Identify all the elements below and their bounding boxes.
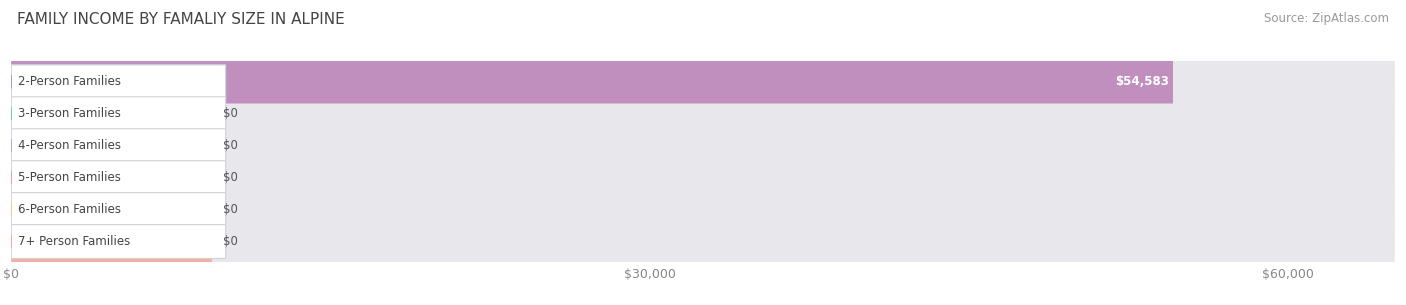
Text: 7+ Person Families: 7+ Person Families <box>18 235 131 248</box>
FancyBboxPatch shape <box>11 124 212 167</box>
Text: Source: ZipAtlas.com: Source: ZipAtlas.com <box>1264 12 1389 25</box>
Text: 2-Person Families: 2-Person Families <box>18 75 121 88</box>
FancyBboxPatch shape <box>11 161 226 195</box>
FancyBboxPatch shape <box>11 65 226 99</box>
FancyBboxPatch shape <box>11 129 226 163</box>
Text: 4-Person Families: 4-Person Families <box>18 139 121 152</box>
FancyBboxPatch shape <box>11 124 1395 167</box>
FancyBboxPatch shape <box>11 188 212 231</box>
FancyBboxPatch shape <box>11 92 212 135</box>
Text: $0: $0 <box>224 171 238 184</box>
FancyBboxPatch shape <box>11 224 226 258</box>
Text: 3-Person Families: 3-Person Families <box>18 107 121 120</box>
FancyBboxPatch shape <box>11 60 1395 103</box>
FancyBboxPatch shape <box>11 60 1173 103</box>
Text: 6-Person Families: 6-Person Families <box>18 203 121 216</box>
Text: 5-Person Families: 5-Person Families <box>18 171 121 184</box>
FancyBboxPatch shape <box>11 156 1395 199</box>
FancyBboxPatch shape <box>11 193 226 227</box>
FancyBboxPatch shape <box>11 188 1395 231</box>
Text: $0: $0 <box>224 235 238 248</box>
FancyBboxPatch shape <box>11 97 226 131</box>
FancyBboxPatch shape <box>11 92 1395 135</box>
Text: $0: $0 <box>224 139 238 152</box>
Text: FAMILY INCOME BY FAMALIY SIZE IN ALPINE: FAMILY INCOME BY FAMALIY SIZE IN ALPINE <box>17 12 344 27</box>
FancyBboxPatch shape <box>11 220 212 263</box>
FancyBboxPatch shape <box>11 156 212 199</box>
Text: $54,583: $54,583 <box>1115 75 1168 88</box>
Text: $0: $0 <box>224 107 238 120</box>
Text: $0: $0 <box>224 203 238 216</box>
FancyBboxPatch shape <box>11 220 1395 263</box>
